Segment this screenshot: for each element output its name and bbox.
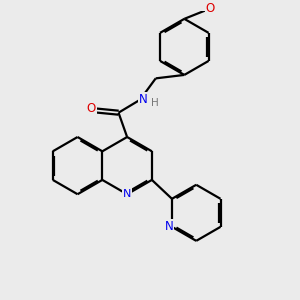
Text: N: N	[139, 93, 148, 106]
Text: N: N	[165, 220, 173, 233]
Text: N: N	[123, 189, 131, 199]
Text: H: H	[151, 98, 159, 108]
Text: O: O	[206, 2, 215, 15]
Text: O: O	[87, 103, 96, 116]
